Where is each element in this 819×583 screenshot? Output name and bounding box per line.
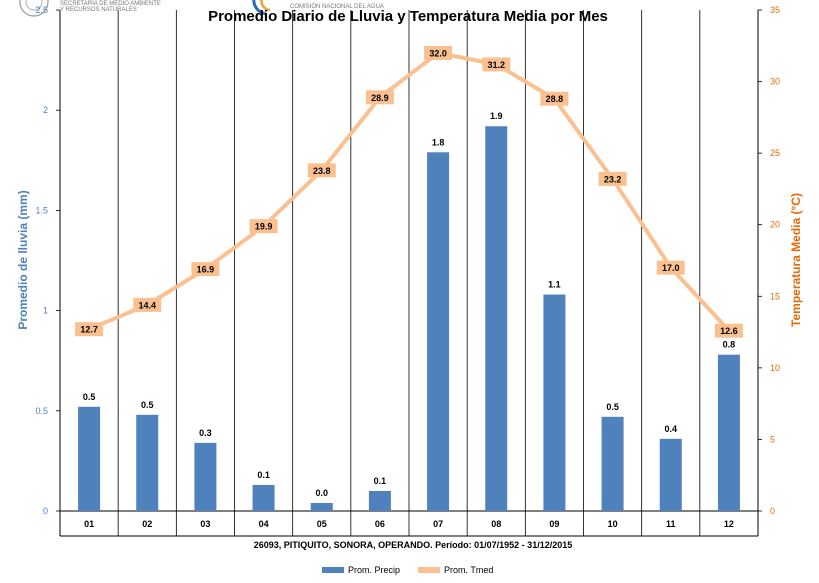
precip-bar: [485, 126, 508, 512]
precip-value-label: 1.8: [432, 137, 445, 147]
precip-bar: [368, 490, 391, 511]
category-label: 11: [666, 519, 676, 529]
precip-bar: [427, 152, 450, 511]
conagua-label: COMISIÓN NACIONAL DEL AGUA: [290, 3, 384, 10]
right-tick-label: 15: [770, 291, 780, 301]
left-tick-label: 1: [43, 306, 48, 316]
chart-subtitle: 26093, PITIQUITO, SONORA, OPERANDO. Perí…: [254, 540, 572, 550]
precip-bar: [194, 442, 217, 511]
precip-value-label: 1.1: [548, 280, 561, 290]
seal-inner-icon: [25, 0, 43, 11]
gridlines: [59, 10, 759, 537]
data-labels: 0.5 0.5 0.3 0.1 0.0 0.1 1.8 1.9 1.1 0.5 0.4 0.8 12.7…: [75, 45, 743, 498]
precip-value-label: 0.1: [257, 470, 270, 480]
seal-icon: [19, 0, 49, 17]
category-label: 04: [259, 519, 269, 529]
precip-bar: [543, 294, 566, 511]
precip-bar: [601, 416, 624, 511]
precip-bar: [310, 502, 333, 511]
precip-value-label: 0.0: [315, 488, 328, 498]
temperature-label-box: [191, 262, 220, 277]
temperature-label-box: [482, 57, 511, 72]
right-axis-title: Temperatura Media (°C): [789, 193, 803, 327]
temperature-value-label: 12.7: [80, 325, 98, 335]
semarnat-logo: SECRETARÍA DE MEDIO AMBIENTE Y RECURSOS …: [19, 0, 161, 17]
precip-bar: [136, 414, 159, 511]
temperature-value-label: 14.4: [138, 300, 156, 310]
precip-bar: [659, 438, 682, 511]
category-label: 05: [317, 519, 327, 529]
temperature-value-label: 31.2: [487, 60, 505, 70]
right-tick-label: 0: [770, 506, 775, 516]
temperature-label-box: [75, 322, 104, 337]
agency-line-2: Y RECURSOS NATURALES: [60, 7, 137, 13]
precip-bars: [78, 126, 740, 512]
temperature-value-label: 28.9: [371, 93, 389, 103]
temperature-value-label: 16.9: [197, 265, 215, 275]
precip-value-label: 0.4: [664, 424, 677, 434]
temperature-label-box: [714, 323, 743, 338]
left-tick-label: 0: [43, 506, 48, 516]
precip-value-label: 1.9: [490, 111, 503, 121]
right-tick-label: 25: [770, 148, 780, 158]
precip-value-label: 0.5: [141, 400, 154, 410]
left-axis-title: Promedio de lluvia (mm): [16, 190, 30, 329]
temperature-label-box: [540, 91, 569, 106]
agency-line-1: SECRETARÍA DE MEDIO AMBIENTE: [60, 0, 161, 7]
temperature-value-label: 19.9: [255, 222, 273, 232]
temperature-value-label: 23.2: [604, 174, 622, 184]
category-label: 10: [608, 519, 618, 529]
right-tick-label: 10: [770, 363, 780, 373]
legend: Prom. Precip Prom. Tmed: [322, 565, 493, 575]
right-tick-label: 30: [770, 77, 780, 87]
precip-value-label: 0.5: [83, 392, 96, 402]
precip-bar: [78, 406, 101, 511]
left-tick-label: 0.5: [35, 406, 48, 416]
legend-swatch-precip: [322, 567, 344, 573]
precip-value-label: 0.5: [606, 402, 619, 412]
legend-label-tmed: Prom. Tmed: [444, 565, 493, 575]
left-tick-label: 1.5: [35, 205, 48, 215]
temperature-value-label: 17.0: [662, 263, 680, 273]
legend-swatch-tmed: [418, 567, 440, 573]
temperature-label-box: [365, 90, 394, 105]
conagua-logo: COMISIÓN NACIONAL DEL AGUA: [252, 0, 384, 16]
temperature-label-box: [656, 260, 685, 275]
precip-bar: [717, 354, 740, 511]
temperature-label-box: [133, 297, 162, 312]
category-label: 02: [142, 519, 152, 529]
temperature-value-label: 23.8: [313, 166, 331, 176]
water-drop-icon: [252, 0, 267, 16]
legend-label-precip: Prom. Precip: [348, 565, 400, 575]
temperature-value-label: 28.8: [546, 94, 564, 104]
category-label: 12: [724, 519, 734, 529]
temperature-value-label: 32.0: [429, 48, 447, 58]
temperature-label-box: [249, 219, 278, 234]
category-label: 09: [549, 519, 559, 529]
precip-value-label: 0.1: [374, 476, 387, 486]
right-tick-label: 35: [770, 5, 780, 15]
temperature-label-box: [424, 45, 453, 60]
right-tick-label: 20: [770, 220, 780, 230]
temperature-label-box: [598, 171, 627, 186]
precip-bar: [252, 484, 275, 511]
right-tick-label: 5: [770, 434, 775, 444]
category-label: 01: [84, 519, 94, 529]
wave-icon: [260, 0, 271, 12]
left-tick-label: 2.5: [35, 5, 48, 15]
chart-title: Promedio Diario de Lluvia y Temperatura …: [208, 8, 608, 25]
category-label: 07: [433, 519, 443, 529]
category-label: 06: [375, 519, 385, 529]
temperature-label-box: [307, 163, 336, 178]
precip-value-label: 0.3: [199, 428, 212, 438]
left-tick-label: 2: [43, 105, 48, 115]
precip-value-label: 0.8: [723, 340, 736, 350]
category-label: 03: [200, 519, 210, 529]
temperature-value-label: 12.6: [720, 326, 738, 336]
category-label: 08: [491, 519, 501, 529]
